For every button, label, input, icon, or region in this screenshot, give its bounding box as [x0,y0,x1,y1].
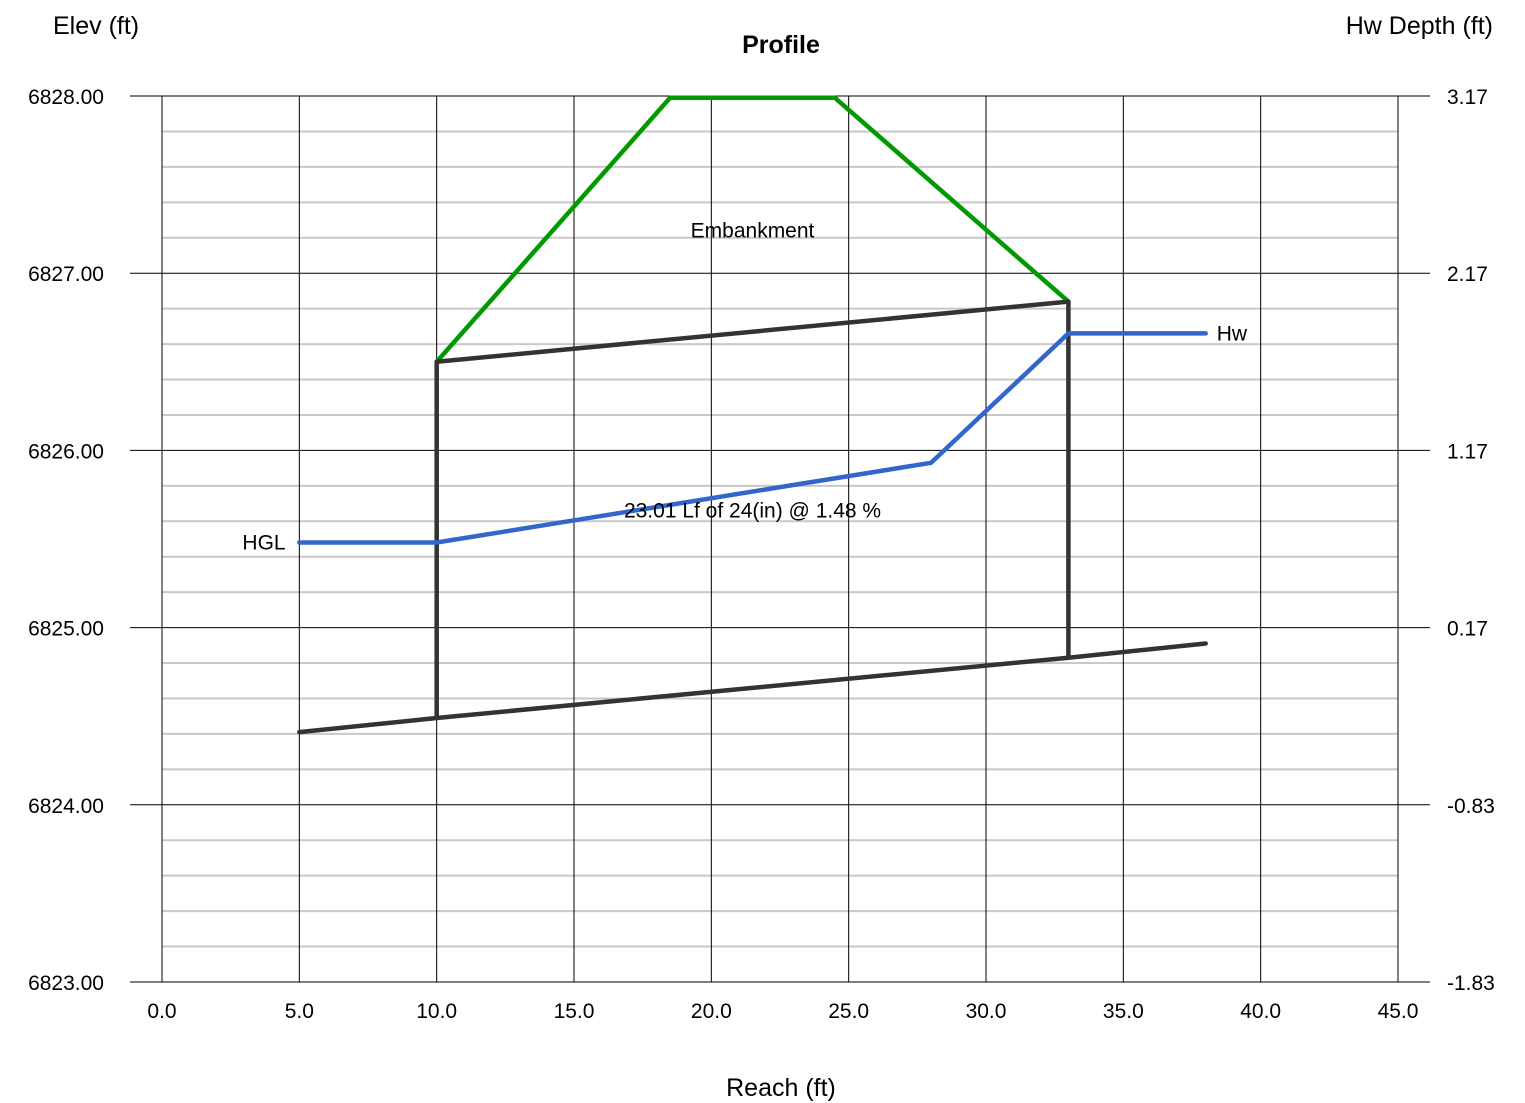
x-axis-title: Reach (ft) [726,1074,836,1102]
y-tick-label: 6826.00 [28,440,104,463]
y2-tick-label: 3.17 [1447,86,1488,109]
y2-tick-label: 2.17 [1447,263,1488,286]
y-tick-label: 6825.00 [28,618,104,641]
x-tick-label: 30.0 [966,1000,1007,1023]
x-tick-label: 35.0 [1103,1000,1144,1023]
y-axis-left-title: Elev (ft) [53,12,139,40]
major-gridlines [130,95,1430,983]
series-culvert-invert [297,641,1208,735]
annotations: Embankment 23.01 Lf of 24(in) @ 1.48 % Hw H… [242,220,1247,555]
y-tick-label: 6824.00 [28,795,104,818]
embankment-label: Embankment [691,220,815,243]
series-hgl [297,331,1208,545]
y-tick-label: 6823.00 [28,972,104,995]
x-tick-label: 20.0 [691,1000,732,1023]
x-tick-label: 25.0 [828,1000,869,1023]
x-tick-label: 0.0 [147,1000,176,1023]
series-embankment [434,95,1071,365]
minor-gridlines [162,130,1398,948]
x-tick-label: 45.0 [1378,1000,1419,1023]
hgl-label: HGL [242,532,285,555]
culvert-label: 23.01 Lf of 24(in) @ 1.48 % [624,500,881,523]
y-tick-label: 6827.00 [28,263,104,286]
y-tick-label: 6828.00 [28,86,104,109]
y2-tick-label: 0.17 [1447,618,1488,641]
chart-title: Profile [742,31,820,59]
x-tick-label: 15.0 [554,1000,595,1023]
y2-tick-label: 1.17 [1447,440,1488,463]
series-culvert-crown [434,299,1071,365]
hw-label: Hw [1217,322,1248,345]
y2-tick-label: -1.83 [1447,972,1495,995]
x-tick-label: 10.0 [416,1000,457,1023]
x-tick-label: 5.0 [285,1000,314,1023]
series-layer [297,95,1208,735]
x-tick-label: 40.0 [1240,1000,1281,1023]
tick-labels: 6823.00 -1.83 6824.00 -0.83 6825.00 0.17 6826.… [28,86,1495,1023]
y2-tick-label: -0.83 [1447,795,1495,818]
y-axis-right-title: Hw Depth (ft) [1346,12,1493,40]
